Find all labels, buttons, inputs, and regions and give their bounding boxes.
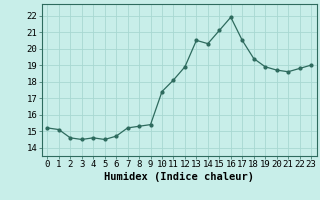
X-axis label: Humidex (Indice chaleur): Humidex (Indice chaleur) — [104, 172, 254, 182]
